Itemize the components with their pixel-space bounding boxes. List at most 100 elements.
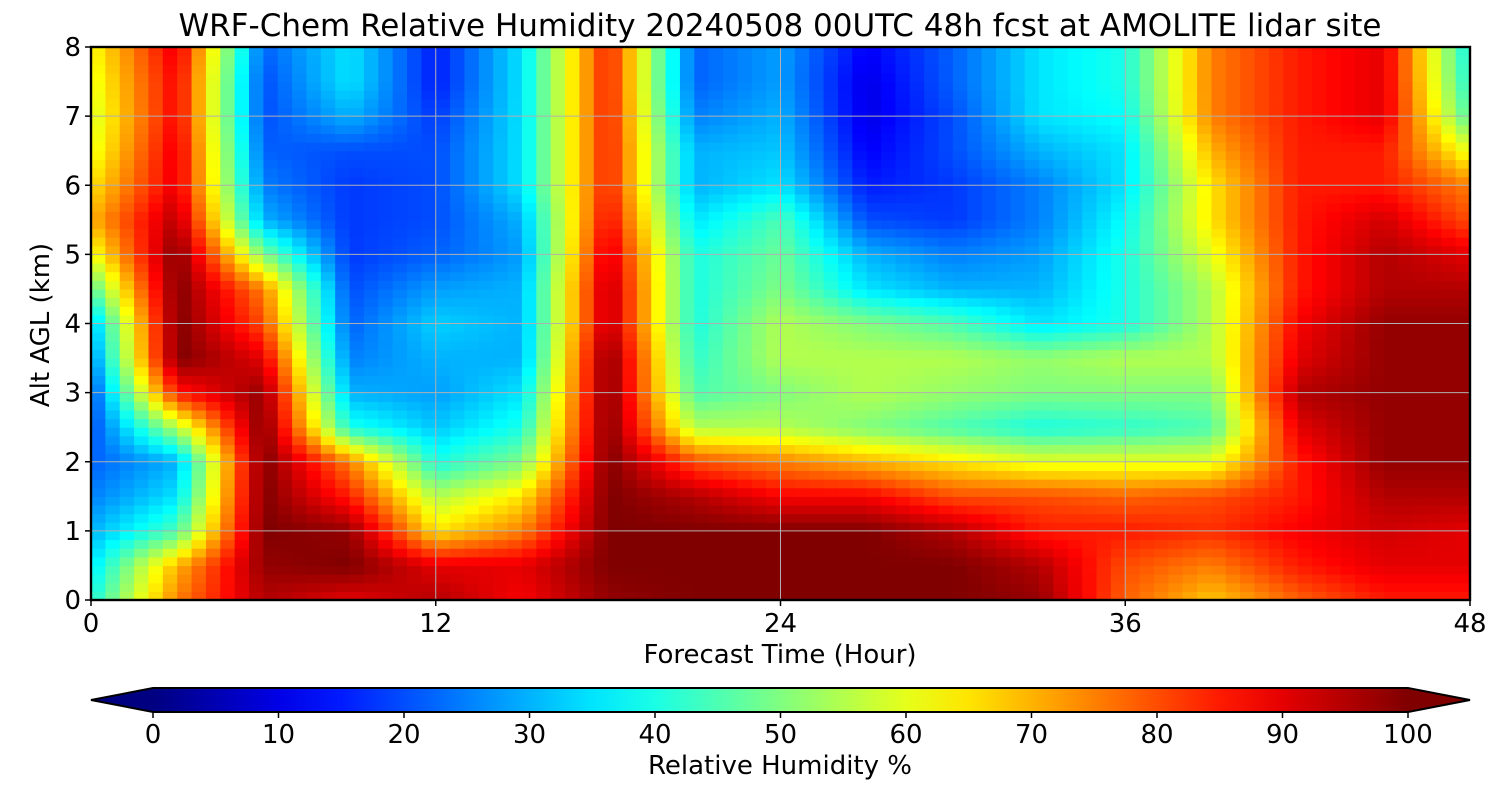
heatmap-cell — [435, 470, 451, 480]
heatmap-cell — [392, 193, 408, 204]
heatmap-cell — [852, 340, 868, 351]
heatmap-cell — [881, 237, 897, 247]
heatmap-cell — [220, 176, 236, 186]
heatmap-cell — [938, 297, 954, 307]
heatmap-cell — [837, 591, 853, 600]
heatmap-cell — [938, 444, 954, 454]
heatmap-cell — [938, 556, 954, 567]
heatmap-cell — [1211, 228, 1227, 238]
heatmap-cell — [881, 435, 897, 446]
heatmap-cell — [694, 574, 710, 584]
heatmap-cell — [1139, 176, 1155, 186]
heatmap-cell — [1369, 193, 1385, 204]
heatmap-cell — [1441, 574, 1457, 584]
heatmap-cell — [679, 383, 695, 394]
heatmap-cell — [895, 375, 911, 385]
heatmap-cell — [1311, 332, 1327, 342]
heatmap-cell — [435, 297, 451, 307]
heatmap-cell — [148, 383, 164, 394]
heatmap-cell — [794, 159, 810, 169]
heatmap-cell — [794, 435, 810, 446]
heatmap-cell — [1053, 340, 1069, 351]
heatmap-cell — [1182, 332, 1198, 342]
heatmap-cell — [335, 167, 351, 178]
heatmap-cell — [335, 358, 351, 368]
heatmap-cell — [507, 211, 523, 221]
heatmap-cell — [1240, 340, 1256, 351]
heatmap-cell — [622, 496, 638, 506]
heatmap-cell — [521, 504, 537, 515]
heatmap-cell — [1010, 245, 1026, 255]
heatmap-cell — [91, 591, 106, 600]
heatmap-cell — [134, 487, 150, 497]
heatmap-cell — [162, 383, 178, 394]
heatmap-cell — [837, 513, 853, 523]
heatmap-cell — [780, 461, 796, 471]
heatmap-cell — [277, 202, 293, 212]
heatmap-cell — [1441, 280, 1457, 290]
heatmap-cell — [1197, 323, 1213, 333]
heatmap-cell — [435, 479, 451, 489]
heatmap-cell — [493, 574, 509, 584]
heatmap-cell — [737, 383, 753, 394]
heatmap-cell — [363, 461, 379, 471]
heatmap-cell — [1355, 288, 1371, 299]
heatmap-cell — [1053, 150, 1069, 160]
heatmap-cell — [249, 150, 264, 160]
heatmap-cell — [407, 470, 422, 480]
heatmap-cell — [708, 487, 724, 497]
heatmap-cell — [1398, 340, 1414, 351]
heatmap-cell — [593, 548, 609, 558]
heatmap-cell — [1096, 271, 1112, 281]
heatmap-cell — [134, 271, 150, 281]
heatmap-cell — [723, 288, 738, 299]
heatmap-cell — [665, 176, 681, 186]
heatmap-cell — [1139, 159, 1155, 169]
heatmap-cell — [751, 219, 767, 230]
heatmap-cell — [1096, 548, 1112, 558]
heatmap-cell — [579, 582, 595, 592]
heatmap-cell — [177, 375, 193, 385]
heatmap-cell — [392, 349, 408, 359]
heatmap-cell — [1355, 522, 1371, 532]
heatmap-cell — [363, 314, 379, 325]
heatmap-cell — [119, 496, 135, 506]
heatmap-cell — [579, 418, 595, 428]
heatmap-cell — [1426, 461, 1442, 471]
heatmap-cell — [1067, 237, 1083, 247]
heatmap-cell — [794, 193, 810, 204]
heatmap-cell — [766, 418, 782, 428]
heatmap-cell — [421, 306, 437, 316]
heatmap-cell — [981, 418, 997, 428]
heatmap-cell — [780, 375, 796, 385]
heatmap-cell — [407, 211, 422, 221]
heatmap-cell — [1211, 539, 1227, 549]
heatmap-cell — [952, 427, 968, 437]
heatmap-cell — [292, 288, 308, 299]
heatmap-cell — [708, 366, 724, 376]
heatmap-cell — [924, 565, 940, 575]
heatmap-cell — [378, 349, 394, 359]
heatmap-cell — [1010, 556, 1026, 567]
heatmap-cell — [392, 219, 408, 230]
heatmap-cell — [205, 470, 221, 480]
heatmap-cell — [1326, 366, 1342, 376]
heatmap-cell — [1283, 349, 1299, 359]
heatmap-cell — [967, 340, 983, 351]
heatmap-cell — [651, 556, 667, 567]
heatmap-cell — [1268, 530, 1284, 541]
heatmap-cell — [493, 245, 509, 255]
heatmap-cell — [1369, 211, 1385, 221]
heatmap-cell — [1283, 453, 1299, 463]
heatmap-cell — [493, 401, 509, 411]
heatmap-cell — [119, 375, 135, 385]
heatmap-cell — [837, 202, 853, 212]
heatmap-cell — [1240, 504, 1256, 515]
heatmap-cell — [1010, 487, 1026, 497]
heatmap-cell — [1096, 219, 1112, 230]
heatmap-cell — [1153, 358, 1169, 368]
heatmap-cell — [981, 444, 997, 454]
heatmap-cell — [464, 211, 480, 221]
heatmap-cell — [1340, 539, 1356, 549]
heatmap-cell — [177, 383, 193, 394]
